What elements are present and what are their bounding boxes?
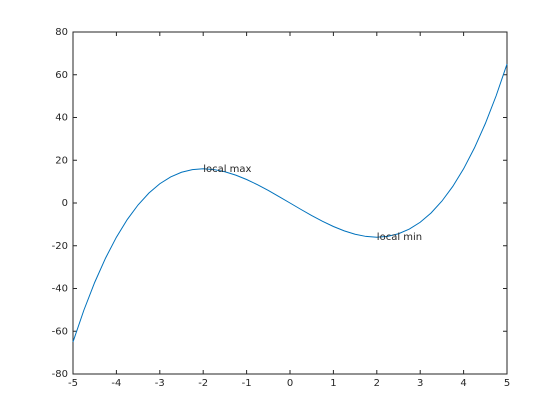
x-tick-label: -3	[155, 378, 165, 389]
y-tick-label: -80	[52, 369, 68, 380]
data-line	[72, 63, 508, 343]
y-tick-label: 60	[55, 70, 68, 81]
y-tick-label: 0	[62, 198, 68, 209]
x-tick-label: 5	[504, 378, 510, 389]
x-tick-label: 4	[460, 378, 466, 389]
x-tick-label: -5	[68, 378, 78, 389]
x-tick-label: 1	[330, 378, 336, 389]
x-tick-label: -2	[198, 378, 208, 389]
y-tick-label: -20	[52, 241, 68, 252]
y-tick-label: -40	[52, 284, 68, 295]
x-tick-label: -4	[111, 378, 121, 389]
y-tick-label: 20	[55, 155, 68, 166]
y-tick-label: 40	[55, 113, 68, 124]
annotation: local min	[377, 232, 422, 243]
annotation: local max	[203, 164, 251, 175]
x-tick-label: -1	[242, 378, 252, 389]
x-tick-label: 0	[287, 378, 293, 389]
x-tick-label: 3	[417, 378, 423, 389]
y-tick-label: 80	[55, 27, 68, 38]
y-tick-label: -60	[52, 326, 68, 337]
x-tick-label: 2	[374, 378, 380, 389]
